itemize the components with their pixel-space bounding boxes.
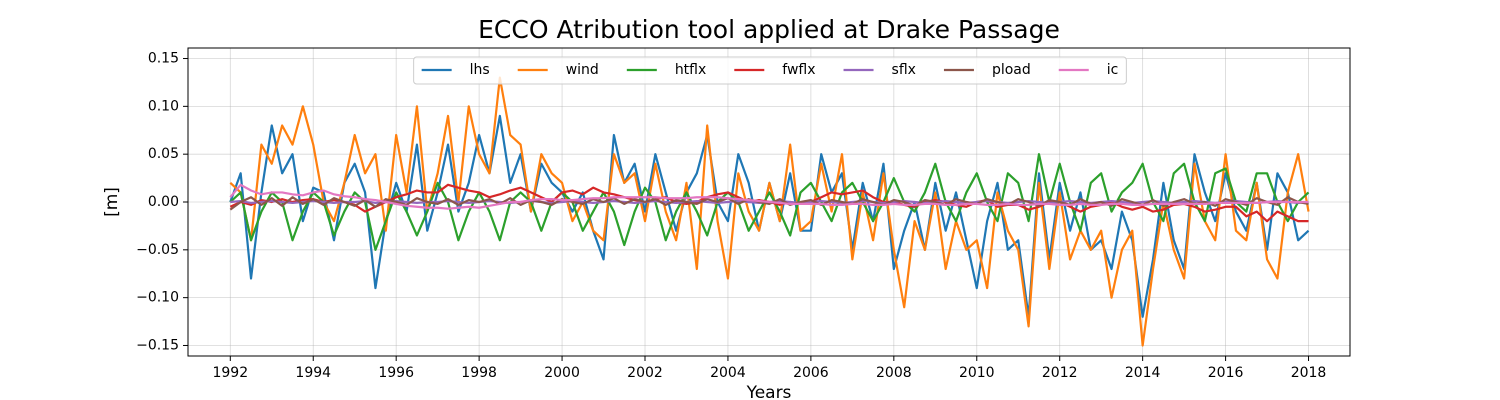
x-tick-label: 2006 — [793, 365, 829, 381]
x-tick-label: 1994 — [295, 365, 331, 381]
y-tick-label: −0.10 — [136, 290, 179, 306]
x-tick-label: 2012 — [1042, 365, 1078, 381]
x-tick-label: 2004 — [710, 365, 746, 381]
y-tick-label: −0.15 — [136, 337, 179, 353]
series-line — [229, 183, 1309, 210]
x-tick-label: 1992 — [212, 365, 248, 381]
x-tick-label: 1996 — [378, 365, 414, 381]
y-tick-label: 0.15 — [148, 51, 179, 67]
y-tick-label: 0.05 — [148, 146, 179, 162]
x-tick-label: 2002 — [627, 365, 663, 381]
x-tick-label: 2008 — [876, 365, 912, 381]
series-line — [229, 76, 1310, 347]
y-tick-label: −0.05 — [136, 242, 179, 258]
legend-label: sflx — [892, 62, 916, 78]
x-axis-label: Years — [746, 383, 792, 400]
x-tick-label: 1998 — [461, 365, 497, 381]
y-axis-label: [m] — [102, 187, 122, 217]
plot-frame — [187, 47, 1351, 357]
legend-label: ic — [1107, 62, 1119, 78]
x-tick-label: 2016 — [1208, 365, 1244, 381]
legend-label: lhs — [470, 62, 490, 78]
y-tick-label: 0.10 — [148, 98, 179, 114]
legend-label: fwflx — [782, 62, 815, 78]
legend-label: htflx — [675, 62, 706, 78]
x-tick-label: 2010 — [959, 365, 995, 381]
y-tick-label: 0.00 — [148, 194, 179, 210]
series-line — [229, 153, 1310, 251]
chart-title: ECCO Atribution tool applied at Drake Pa… — [478, 15, 1060, 44]
legend-label: wind — [566, 62, 599, 78]
legend-label: pload — [992, 62, 1031, 78]
legend-box — [413, 56, 1127, 85]
x-tick-label: 2000 — [544, 365, 580, 381]
legend: lhs wind htflx fwflx sflx pload ic — [413, 56, 1127, 85]
series-line — [229, 196, 1309, 211]
x-tick-label: 2014 — [1125, 365, 1161, 381]
x-tick-label: 2018 — [1291, 365, 1327, 381]
